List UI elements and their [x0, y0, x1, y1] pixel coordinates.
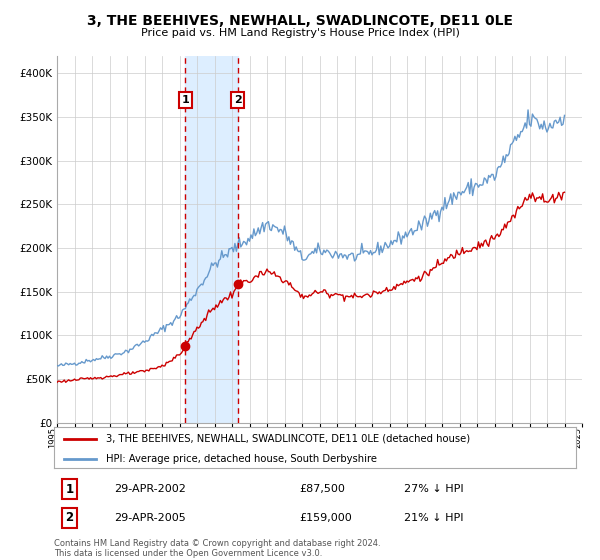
Text: 2022: 2022	[521, 427, 530, 448]
Text: 27% ↓ HPI: 27% ↓ HPI	[404, 484, 463, 494]
Text: 2005: 2005	[223, 427, 232, 448]
Text: 2015: 2015	[398, 427, 407, 448]
Text: 2008: 2008	[275, 427, 284, 448]
Text: 2024: 2024	[556, 427, 565, 448]
Text: 2017: 2017	[433, 427, 442, 448]
Text: Price paid vs. HM Land Registry's House Price Index (HPI): Price paid vs. HM Land Registry's House …	[140, 28, 460, 38]
Text: 3, THE BEEHIVES, NEWHALL, SWADLINCOTE, DE11 0LE: 3, THE BEEHIVES, NEWHALL, SWADLINCOTE, D…	[87, 14, 513, 28]
Text: 3, THE BEEHIVES, NEWHALL, SWADLINCOTE, DE11 0LE (detached house): 3, THE BEEHIVES, NEWHALL, SWADLINCOTE, D…	[106, 433, 470, 444]
Text: 2018: 2018	[451, 427, 460, 448]
Text: 1: 1	[181, 95, 189, 105]
Text: This data is licensed under the Open Government Licence v3.0.: This data is licensed under the Open Gov…	[54, 549, 322, 558]
Bar	[185, 56, 238, 423]
Text: 1999: 1999	[118, 427, 127, 448]
Text: 1995: 1995	[48, 427, 57, 448]
Text: 2023: 2023	[538, 427, 547, 448]
Text: 1997: 1997	[83, 427, 92, 448]
Text: Contains HM Land Registry data © Crown copyright and database right 2024.: Contains HM Land Registry data © Crown c…	[54, 539, 380, 548]
Text: 2025: 2025	[573, 427, 582, 448]
Text: 29-APR-2005: 29-APR-2005	[114, 513, 186, 523]
Text: £159,000: £159,000	[299, 513, 352, 523]
Text: 2021: 2021	[503, 427, 512, 448]
Text: 2011: 2011	[328, 427, 337, 448]
Text: 2001: 2001	[153, 427, 162, 448]
Text: 2: 2	[234, 95, 242, 105]
Text: 2009: 2009	[293, 427, 302, 448]
Text: 2019: 2019	[468, 427, 477, 448]
Text: 21% ↓ HPI: 21% ↓ HPI	[404, 513, 463, 523]
Text: 2014: 2014	[380, 427, 389, 448]
Text: 2006: 2006	[241, 427, 250, 448]
Text: 2007: 2007	[258, 427, 267, 448]
Text: 2000: 2000	[136, 427, 145, 448]
Text: £87,500: £87,500	[299, 484, 345, 494]
Text: 1: 1	[65, 483, 74, 496]
Text: 2004: 2004	[205, 427, 215, 448]
Text: 29-APR-2002: 29-APR-2002	[114, 484, 186, 494]
Text: 1998: 1998	[101, 427, 110, 448]
Text: 2013: 2013	[363, 427, 372, 448]
Text: 2: 2	[65, 511, 74, 524]
Text: HPI: Average price, detached house, South Derbyshire: HPI: Average price, detached house, Sout…	[106, 454, 377, 464]
Text: 2012: 2012	[346, 427, 355, 448]
Text: 2010: 2010	[311, 427, 320, 448]
Text: 2020: 2020	[485, 427, 494, 448]
Text: 2016: 2016	[415, 427, 425, 448]
Text: 1996: 1996	[65, 427, 74, 448]
Text: 2002: 2002	[170, 427, 179, 448]
Text: 2003: 2003	[188, 427, 197, 448]
